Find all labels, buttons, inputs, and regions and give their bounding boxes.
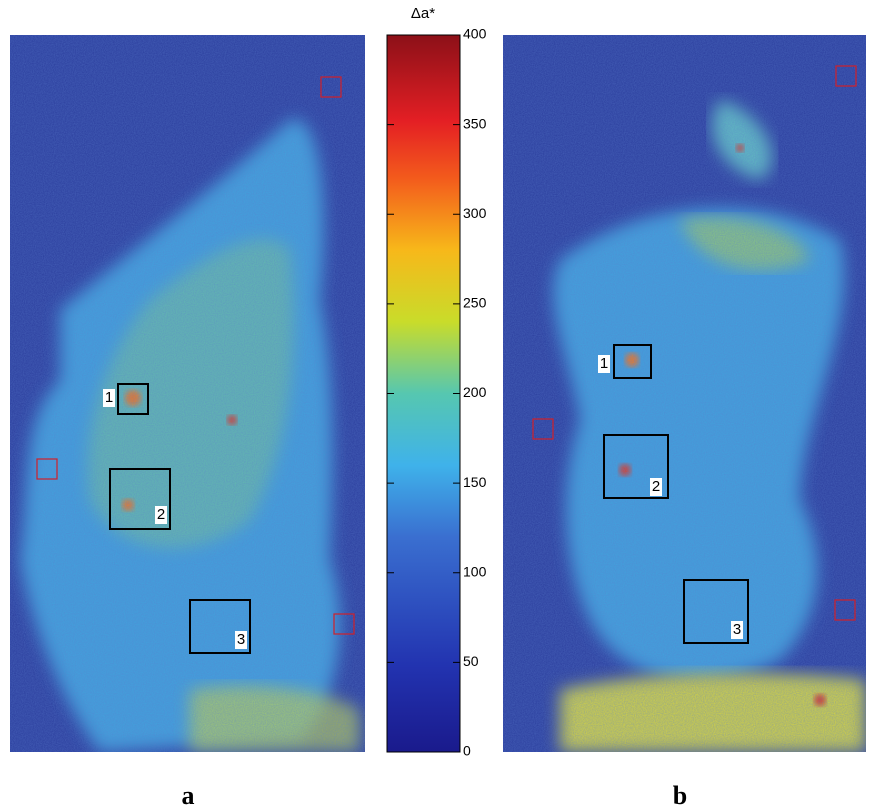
tick-label: 50 <box>463 653 479 669</box>
region-label: 3 <box>733 621 741 638</box>
region-label-bg <box>731 621 743 639</box>
reference-square <box>36 458 58 480</box>
reference-square <box>532 418 554 440</box>
region-box <box>117 383 149 415</box>
region-label-bg <box>155 506 167 524</box>
region-label-bg <box>650 478 662 496</box>
reference-square <box>333 613 355 635</box>
tick-label: 100 <box>463 563 487 579</box>
image-b <box>503 35 866 752</box>
reference-square <box>835 65 857 87</box>
tick-label: 300 <box>463 205 487 221</box>
tick-label: 0 <box>463 743 471 759</box>
image-a <box>10 35 365 752</box>
colorbar <box>386 34 461 753</box>
region-box <box>189 599 251 654</box>
tick-label: 250 <box>463 295 487 311</box>
tick-label: 350 <box>463 115 487 131</box>
reference-square <box>834 599 856 621</box>
region-label: 1 <box>105 389 113 406</box>
region-box <box>683 579 749 644</box>
panel-label: a <box>182 781 195 807</box>
panel-label: b <box>673 781 687 807</box>
tick-label: 200 <box>463 384 487 400</box>
region-box <box>613 344 652 379</box>
region-label: 2 <box>157 506 165 523</box>
region-label: 2 <box>652 478 660 495</box>
region-label-bg <box>103 389 115 407</box>
tick-label: 400 <box>463 26 487 42</box>
tick-label: 150 <box>463 474 487 490</box>
region-label-bg <box>235 631 247 649</box>
region-label-bg <box>598 355 610 373</box>
region-box <box>603 434 669 499</box>
region-label: 3 <box>237 631 245 648</box>
region-label: 1 <box>600 355 608 372</box>
reference-square <box>320 76 342 98</box>
region-box <box>109 468 171 530</box>
colorbar-label: Δa* <box>411 5 435 22</box>
